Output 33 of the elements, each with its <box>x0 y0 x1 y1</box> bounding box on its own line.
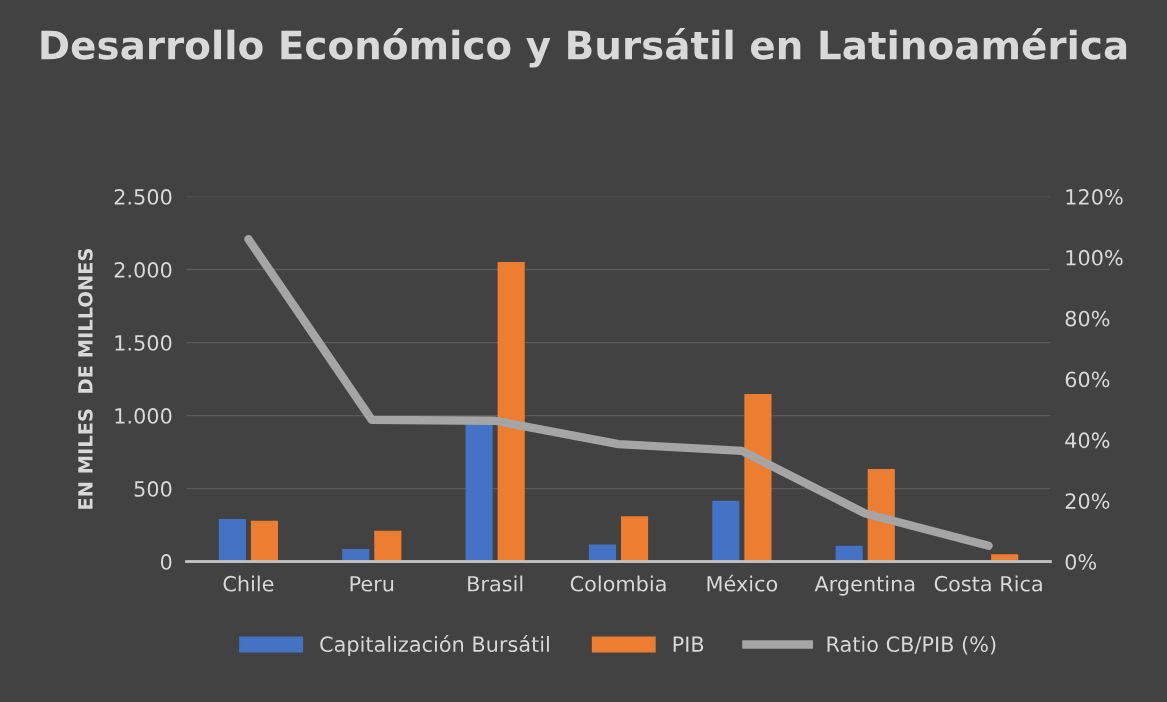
bar <box>620 516 649 562</box>
x-tick-label: Colombia <box>570 575 666 592</box>
y-axis-title: EN MILES DE MILLONES <box>78 248 93 509</box>
bar <box>250 520 279 562</box>
y-tick-label: 1.500 <box>115 335 172 351</box>
bar <box>712 500 740 562</box>
chart-title: Desarrollo Económico y Bursátil en Latinoamérica <box>41 28 1127 68</box>
y2-tick-label: 120% <box>1066 189 1123 205</box>
y2-tick-label: 100% <box>1066 249 1123 266</box>
x-tick-label: Costa Rica <box>934 575 1042 592</box>
bar <box>218 519 246 562</box>
y-tick-label: 0 <box>160 554 172 570</box>
x-tick-label: México <box>707 574 778 592</box>
y2-tick-label: 80% <box>1065 310 1110 327</box>
x-tick-label: Argentina <box>814 575 915 596</box>
x-tick-label: Peru <box>350 576 394 592</box>
y-tick-label: 2.500 <box>114 189 172 205</box>
legend-label: PIB <box>673 636 704 652</box>
y2-tick-label: 0% <box>1065 554 1097 570</box>
bar <box>465 422 493 562</box>
legend-label: Capitalización Bursátil <box>320 635 549 657</box>
bar <box>497 261 525 562</box>
legend-label: Ratio CB/PIB (%) <box>827 635 996 655</box>
y-tick-label: 500 <box>134 481 172 497</box>
y2-tick-label: 40% <box>1065 432 1110 449</box>
bar <box>744 394 772 562</box>
y2-tick-label: 60% <box>1065 371 1110 388</box>
x-tick-label: Brasil <box>468 575 523 592</box>
x-tick-label: Chile <box>223 575 274 592</box>
y2-tick-label: 20% <box>1065 493 1110 509</box>
y-tick-label: 2.000 <box>114 262 172 278</box>
y-tick-label: 1.000 <box>115 408 172 424</box>
bar <box>374 530 402 562</box>
